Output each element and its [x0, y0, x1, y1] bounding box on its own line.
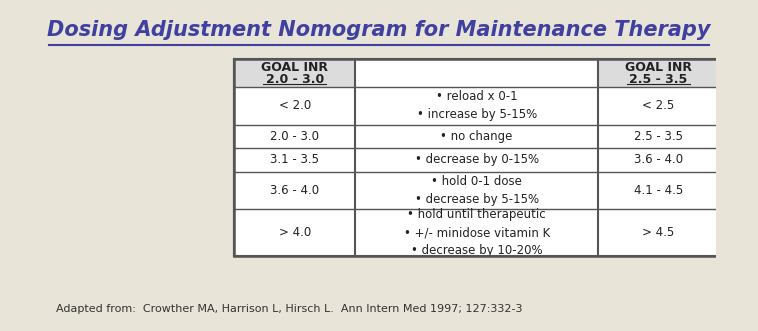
Text: GOAL INR: GOAL INR [625, 61, 692, 74]
Text: 3.1 - 3.5: 3.1 - 3.5 [271, 153, 319, 166]
FancyBboxPatch shape [234, 59, 356, 87]
FancyBboxPatch shape [234, 59, 719, 257]
Text: • hold until therapeutic
• +/- minidose vitamin K
• decrease by 10-20%: • hold until therapeutic • +/- minidose … [403, 208, 550, 257]
FancyBboxPatch shape [598, 59, 719, 87]
Text: Adapted from:  Crowther MA, Harrison L, Hirsch L.  Ann Intern Med 1997; 127:332-: Adapted from: Crowther MA, Harrison L, H… [55, 304, 522, 314]
Text: 3.6 - 4.0: 3.6 - 4.0 [634, 153, 683, 166]
Text: • no change: • no change [440, 130, 513, 143]
Text: 3.6 - 4.0: 3.6 - 4.0 [271, 184, 319, 197]
Text: 2.0 - 3.0: 2.0 - 3.0 [271, 130, 319, 143]
Text: • hold 0-1 dose
• decrease by 5-15%: • hold 0-1 dose • decrease by 5-15% [415, 175, 539, 206]
Text: • decrease by 0-15%: • decrease by 0-15% [415, 153, 539, 166]
Text: 2.5 - 3.5: 2.5 - 3.5 [634, 130, 683, 143]
Text: 2.5 - 3.5: 2.5 - 3.5 [629, 73, 688, 86]
Text: GOAL INR: GOAL INR [262, 61, 328, 74]
Text: • reload x 0-1
• increase by 5-15%: • reload x 0-1 • increase by 5-15% [417, 90, 537, 121]
Text: > 4.5: > 4.5 [643, 226, 675, 239]
Text: 4.1 - 4.5: 4.1 - 4.5 [634, 184, 683, 197]
Text: Dosing Adjustment Nomogram for Maintenance Therapy: Dosing Adjustment Nomogram for Maintenan… [47, 20, 711, 40]
Text: < 2.5: < 2.5 [643, 100, 675, 113]
Text: > 4.0: > 4.0 [279, 226, 311, 239]
Text: < 2.0: < 2.0 [279, 100, 311, 113]
Text: 2.0 - 3.0: 2.0 - 3.0 [265, 73, 324, 86]
